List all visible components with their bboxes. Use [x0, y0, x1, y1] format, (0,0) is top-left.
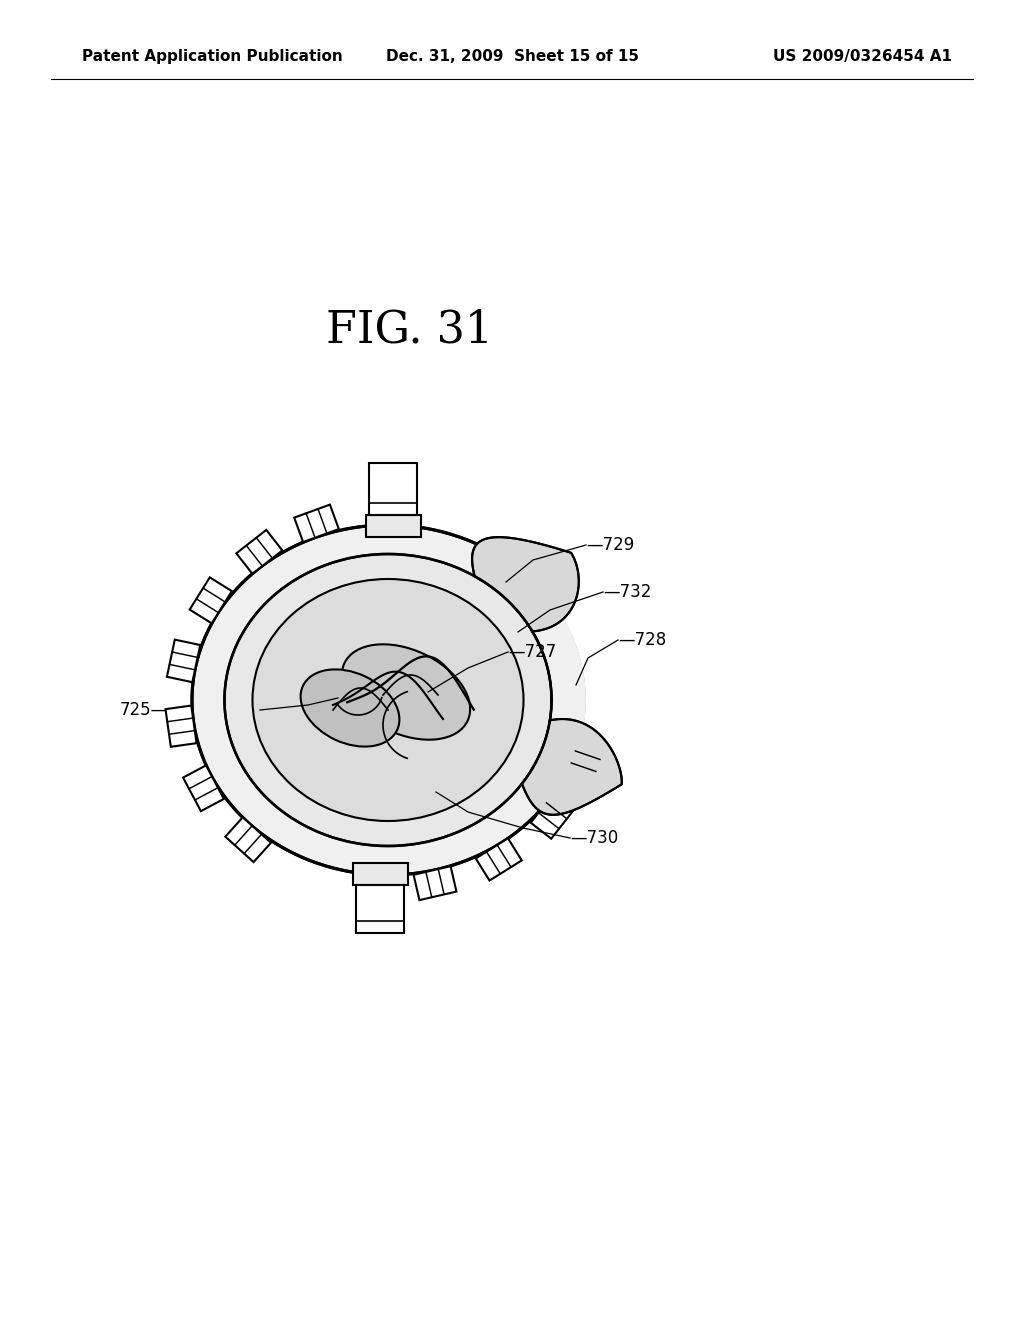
Text: Patent Application Publication: Patent Application Publication [82, 49, 343, 63]
Polygon shape [555, 611, 586, 767]
Polygon shape [237, 529, 283, 574]
Ellipse shape [224, 554, 552, 846]
Polygon shape [472, 537, 579, 631]
Text: —730: —730 [570, 829, 618, 847]
Ellipse shape [301, 669, 399, 747]
Polygon shape [522, 719, 622, 814]
Bar [356, 884, 404, 933]
Text: Dec. 31, 2009  Sheet 15 of 15: Dec. 31, 2009 Sheet 15 of 15 [385, 49, 639, 63]
Text: —729: —729 [586, 536, 634, 554]
Polygon shape [166, 706, 197, 747]
Polygon shape [189, 577, 231, 623]
Text: 725—: 725— [120, 701, 168, 719]
Text: —728: —728 [618, 631, 667, 649]
Polygon shape [294, 504, 339, 543]
Text: —727: —727 [508, 643, 556, 661]
Text: —732: —732 [603, 583, 651, 601]
Bar [352, 863, 408, 884]
Text: FIG. 31: FIG. 31 [326, 309, 494, 351]
Polygon shape [183, 766, 224, 810]
Bar [366, 515, 421, 537]
Polygon shape [414, 866, 457, 900]
Ellipse shape [191, 525, 584, 875]
Ellipse shape [253, 579, 523, 821]
Polygon shape [225, 817, 271, 862]
Polygon shape [530, 793, 574, 838]
Text: US 2009/0326454 A1: US 2009/0326454 A1 [773, 49, 952, 63]
Polygon shape [167, 640, 201, 682]
Ellipse shape [342, 644, 470, 739]
Bar [369, 463, 417, 515]
Polygon shape [476, 838, 522, 880]
Polygon shape [567, 739, 604, 783]
